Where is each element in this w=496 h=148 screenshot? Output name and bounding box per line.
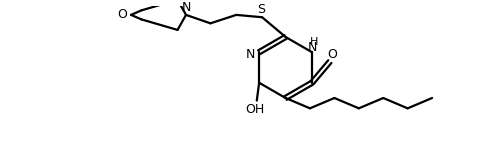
Text: N: N: [182, 1, 191, 14]
Text: O: O: [327, 48, 337, 61]
Text: O: O: [118, 8, 127, 21]
Text: N: N: [246, 48, 255, 61]
Text: N: N: [308, 41, 316, 54]
Text: S: S: [257, 3, 265, 16]
Text: H: H: [310, 37, 318, 47]
Text: OH: OH: [245, 103, 264, 116]
